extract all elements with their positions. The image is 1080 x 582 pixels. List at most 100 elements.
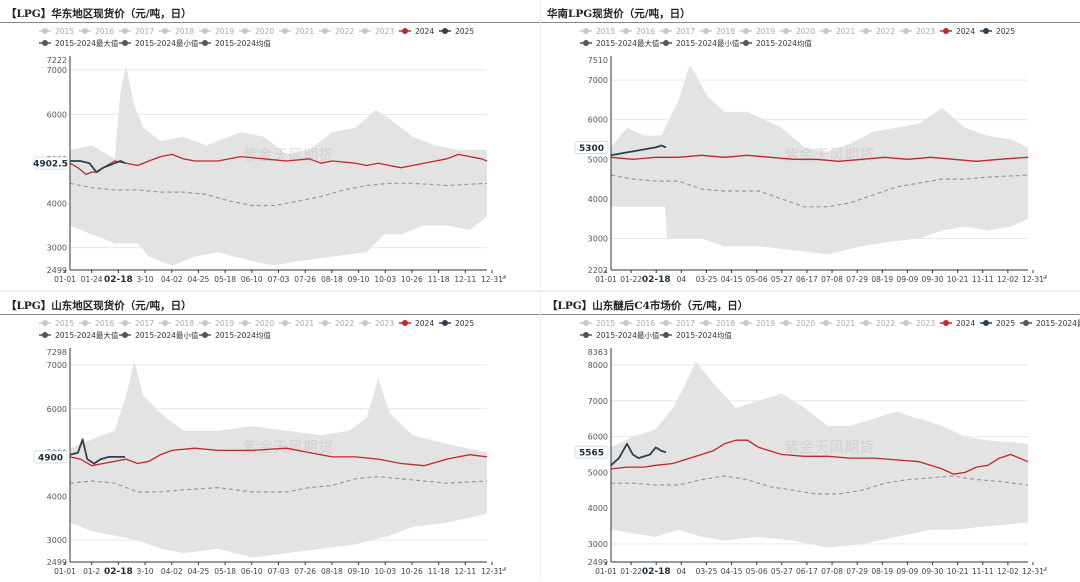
legend-label: 2015-2024最大值 (596, 38, 660, 48)
legend-label: 2025 (455, 27, 474, 36)
x-tick-label: 05-27 (771, 275, 793, 284)
x-tick-label: 11-11 (972, 275, 994, 284)
legend-swatch-dot (623, 320, 629, 326)
chart-title: 【LPG】山东醚后C4市场价（元/吨，日） (547, 300, 749, 312)
series-mean-line (610, 174, 1029, 208)
legend-label: 2016 (95, 27, 114, 36)
legend-item: 2021 (820, 27, 855, 36)
y-tick-label: 2499 (588, 558, 608, 567)
legend-swatch-dot (42, 320, 48, 326)
legend-label: 2017 (135, 319, 154, 328)
latest-value-box (574, 445, 609, 459)
title-rule (0, 22, 540, 23)
legend-item: 2015-2024最小值 (580, 330, 660, 340)
latest-value-box (33, 450, 68, 464)
y-tick-label: 3000 (588, 234, 608, 243)
y-tick-label: 2499 (47, 266, 67, 275)
x-tick-label: 08-19 (871, 275, 893, 284)
legend-swatch-dot (663, 332, 669, 338)
x-tick-label-highlight: 02-18 (104, 567, 133, 577)
legend-label: 2022 (876, 27, 895, 36)
legend-label: 2020 (796, 319, 815, 328)
legend: 2015 2016 2017 2018 2019 2020 2021 2022 2023 2024… (580, 27, 1015, 48)
legend-item: 2019 (199, 319, 234, 328)
legend-label: 2023 (916, 27, 935, 36)
x-tick-label: 05-18 (214, 275, 236, 284)
series-2025-line (70, 160, 126, 173)
legend-swatch-dot (823, 28, 829, 34)
x-axis: 01-01 01-22 02-18 04 03-25 04-15 05-06 05-27 06-… (595, 270, 1044, 285)
legend-label: 2017 (676, 319, 695, 328)
latest-value-text: 5300 (579, 144, 604, 154)
x-tick-label: 3-10 (137, 567, 154, 576)
legend-item: 2015-2024最小值 (119, 38, 199, 48)
legend-label: 2019 (215, 319, 234, 328)
legend-item: 2015-2024均值 (199, 330, 271, 340)
legend-swatch-dot (442, 28, 448, 34)
chart-svg: 2015 2016 2017 2018 2019 2020 2021 2022 2023 2024… (574, 318, 1080, 577)
series-2024-line (69, 153, 488, 176)
x-tick-label: 01-22 (620, 275, 642, 284)
title-rule (0, 314, 540, 315)
legend-label: 2019 (756, 27, 775, 36)
legend-label: 2025 (455, 319, 474, 328)
panel-divider-horizontal (0, 290, 1080, 292)
y-tick-label: 6000 (588, 116, 608, 125)
legend-label: 2022 (335, 27, 354, 36)
legend-swatch-dot (82, 28, 88, 34)
legend-label: 2020 (255, 319, 274, 328)
legend-swatch-dot (442, 320, 448, 326)
legend-label: 2015-2024最小值 (596, 330, 660, 340)
x-tick-label-highlight: 02-18 (642, 275, 671, 285)
legend-item: 2018 (700, 27, 735, 36)
x-tick-label: 01-2 (83, 567, 100, 576)
legend-item: 2025 (980, 27, 1015, 36)
legend-swatch-dot (743, 40, 749, 46)
resize-corner-icon (1043, 567, 1047, 571)
legend-swatch-dot (282, 320, 288, 326)
y-tick-label: 7000 (588, 397, 608, 406)
y-tick-label: 7510 (588, 56, 608, 65)
y-tick-label: 6000 (588, 433, 608, 442)
resize-corner-icon (502, 567, 506, 571)
legend-label: 2015-2024均值 (215, 330, 271, 340)
legend-label: 2019 (756, 319, 775, 328)
latest-value-box (33, 156, 68, 170)
series-2024-line (610, 154, 1029, 162)
legend-label: 2015-2024最大值 (1036, 318, 1080, 328)
legend-swatch-dot (663, 40, 669, 46)
legend-item: 2015 (580, 27, 615, 36)
legend-swatch-dot (162, 320, 168, 326)
legend-item: 2023 (900, 27, 935, 36)
legend-item: 2016 (620, 319, 655, 328)
x-axis: 01-01 01-24 02-18 3-10 04-02 04-25 05-18 06-10 0… (54, 270, 503, 285)
y-tick-label: 7000 (47, 361, 67, 370)
legend-swatch-dot (122, 40, 128, 46)
legend-label: 2020 (796, 27, 815, 36)
x-tick-label: 09-30 (922, 567, 944, 576)
legend-label: 2015-2024最大值 (55, 38, 119, 48)
legend-item: 2015 (39, 27, 74, 36)
legend-label: 2015 (596, 319, 615, 328)
y-tick-label: 5000 (588, 155, 608, 164)
x-tick-label: 12-31 (1022, 567, 1044, 576)
y-tick-label: 7000 (588, 76, 608, 85)
x-tick-label: 10-03 (374, 567, 396, 576)
legend-item: 2021 (279, 27, 314, 36)
chart-title: 【LPG】山东地区现货价（元/吨，日） (6, 300, 192, 312)
legend-swatch-dot (122, 28, 128, 34)
chart-panel-shandong-c4: 【LPG】山东醚后C4市场价（元/吨，日） 2015 2016 2017 2018 20… (541, 292, 1080, 582)
legend-swatch-dot (202, 40, 208, 46)
legend-label: 2015 (596, 27, 615, 36)
x-tick-label: 09-10 (348, 567, 370, 576)
x-tick-label: 05-27 (771, 567, 793, 576)
legend-item: 2021 (820, 319, 855, 328)
legend-label: 2022 (335, 319, 354, 328)
legend-item: 2024 (940, 27, 975, 36)
chart-panel-east-china: 【LPG】华东地区现货价（元/吨，日） 2015 2016 2017 2018 2019… (0, 0, 540, 290)
legend-swatch-dot (743, 320, 749, 326)
y-tick-label: 7000 (47, 66, 67, 75)
x-tick-label: 08-19 (871, 567, 893, 576)
legend-label: 2024 (956, 319, 975, 328)
x-tick-label: 09-09 (897, 567, 919, 576)
